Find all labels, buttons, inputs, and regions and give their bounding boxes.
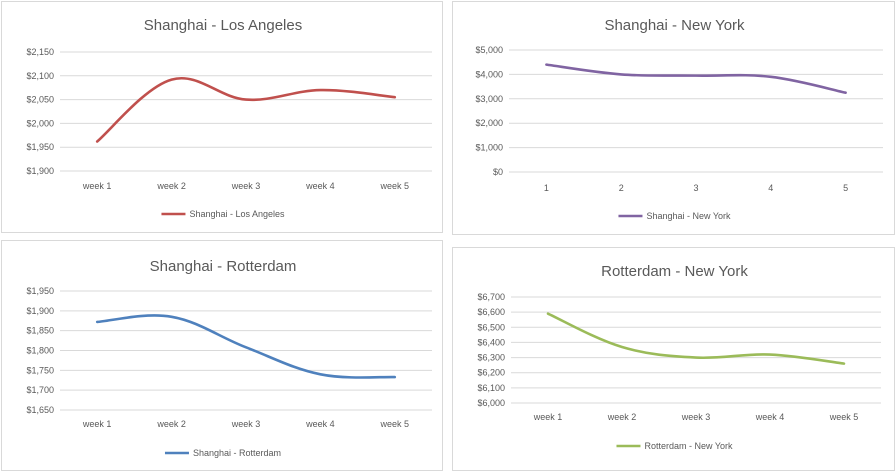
y-tick-label: $4,000 [475, 69, 503, 79]
y-tick-label: $2,050 [26, 95, 54, 105]
x-tick-label: week 4 [305, 181, 335, 191]
y-tick-label: $6,700 [477, 292, 505, 302]
y-tick-label: $2,100 [26, 71, 54, 81]
y-tick-label: $6,300 [477, 353, 505, 363]
chart-shanghai-new-york: Shanghai - New York $0 $1,000 $2,000 $3,000 $… [452, 1, 895, 235]
x-tick-label: week 2 [156, 419, 186, 429]
y-tick-label: $6,500 [477, 322, 505, 332]
y-tick-label: $1,900 [26, 166, 54, 176]
y-tick-label: $2,150 [26, 47, 54, 57]
y-tick-label: $6,600 [477, 307, 505, 317]
legend-label: Rotterdam - New York [644, 441, 733, 451]
x-tick-label: 5 [843, 183, 848, 193]
y-tick-label: $1,950 [26, 142, 54, 152]
chart-title: Shanghai - Rotterdam [150, 258, 297, 275]
x-tick-label: week 5 [380, 181, 410, 191]
chart-shanghai-los-angeles: Shanghai - Los Angeles $1,900 $1,950 $2,000… [1, 1, 443, 233]
series-line [95, 314, 397, 379]
x-tick-label: week 3 [231, 181, 261, 191]
chart-svg: Rotterdam - New York $6,000 $6,100 $6,200 $6… [477, 263, 881, 451]
x-tick-label: 3 [693, 183, 698, 193]
x-tick-label: week 1 [82, 181, 112, 191]
y-tick-label: $1,800 [26, 346, 54, 356]
y-tick-label: $1,950 [26, 286, 54, 296]
chart-rotterdam-new-york: Rotterdam - New York $6,000 $6,100 $6,200 $6… [452, 247, 895, 471]
chart-svg: Shanghai - New York $0 $1,000 $2,000 $3,000 $… [475, 17, 883, 221]
x-tick-label: 2 [619, 183, 624, 193]
series-line [546, 312, 846, 365]
x-tick-label: week 2 [607, 412, 637, 422]
x-tick-label: week 4 [755, 412, 785, 422]
x-tick-label: week 3 [681, 412, 711, 422]
series-line [545, 63, 847, 94]
legend-label: Shanghai - Los Angeles [189, 209, 285, 219]
chart-svg: Shanghai - Los Angeles $1,900 $1,950 $2,000… [26, 17, 432, 219]
series-line [95, 76, 397, 143]
y-tick-label: $6,100 [477, 383, 505, 393]
y-tick-label: $1,750 [26, 365, 54, 375]
y-tick-label: $6,400 [477, 337, 505, 347]
y-tick-label: $1,900 [26, 306, 54, 316]
legend-label: Shanghai - New York [646, 211, 731, 221]
x-tick-label: 1 [544, 183, 549, 193]
x-tick-label: week 2 [156, 181, 186, 191]
x-tick-label: week 5 [829, 412, 859, 422]
y-tick-label: $1,700 [26, 385, 54, 395]
y-tick-label: $2,000 [475, 118, 503, 128]
chart-svg: Shanghai - Rotterdam $1,650 $1,700 $1,750 $1… [26, 258, 432, 458]
chart-shanghai-rotterdam: Shanghai - Rotterdam $1,650 $1,700 $1,750 $1… [1, 240, 443, 471]
x-tick-label: week 1 [533, 412, 563, 422]
x-tick-label: week 4 [305, 419, 335, 429]
chart-title: Shanghai - New York [604, 17, 745, 34]
y-tick-label: $6,000 [477, 398, 505, 408]
x-tick-label: week 3 [231, 419, 261, 429]
y-tick-label: $3,000 [475, 94, 503, 104]
y-tick-label: $1,850 [26, 326, 54, 336]
y-tick-label: $2,000 [26, 118, 54, 128]
legend-label: Shanghai - Rotterdam [193, 448, 281, 458]
y-tick-label: $1,000 [475, 143, 503, 153]
y-tick-label: $6,200 [477, 368, 505, 378]
chart-title: Shanghai - Los Angeles [144, 17, 302, 34]
y-tick-label: $1,650 [26, 405, 54, 415]
x-tick-label: week 5 [380, 419, 410, 429]
y-tick-label: $0 [493, 167, 503, 177]
y-tick-label: $5,000 [475, 45, 503, 55]
x-tick-label: week 1 [82, 419, 112, 429]
x-tick-label: 4 [768, 183, 773, 193]
chart-title: Rotterdam - New York [601, 263, 748, 280]
